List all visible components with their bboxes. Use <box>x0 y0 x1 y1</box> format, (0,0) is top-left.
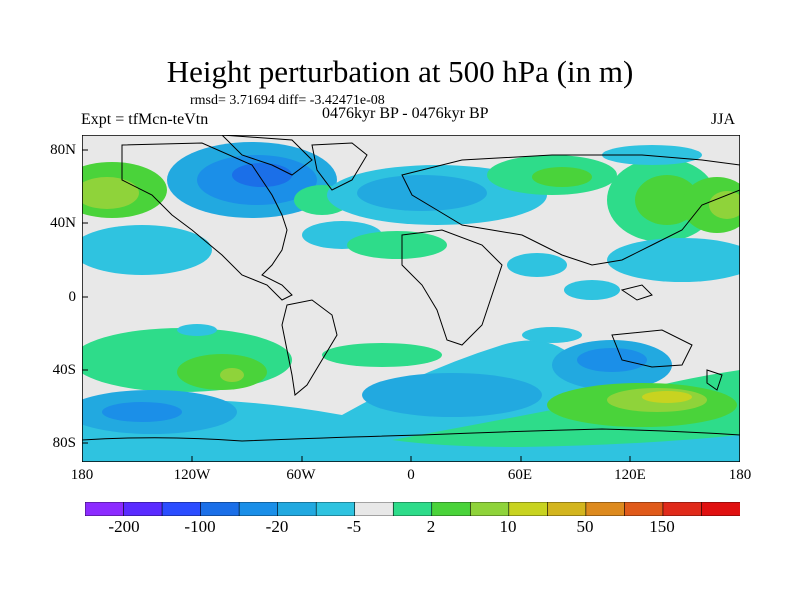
lon-tick-0: 0 <box>407 467 415 483</box>
lon-tick-120e: 120E <box>614 467 646 483</box>
colorbar-segment <box>624 502 664 516</box>
lat-tick-0: 0 <box>68 289 77 305</box>
colorbar-segment <box>508 502 548 516</box>
experiment-label: Expt = tfMcn-teVtn <box>81 111 209 128</box>
lat-tick-40n: 40N <box>50 215 76 231</box>
rmsd-stats: rmsd= 3.71694 diff= -3.42471e-08 <box>190 93 385 108</box>
lat-tick-40s: 40S <box>52 362 76 378</box>
lon-tick-180w: 180 <box>70 467 94 483</box>
continent-outlines <box>82 135 740 442</box>
colorbar-segment <box>354 502 394 516</box>
colorbar-label-10: 10 <box>499 517 517 536</box>
colorbar-segment <box>200 502 240 516</box>
lon-tick-60e: 60E <box>507 467 533 483</box>
colorbar-label-2: 2 <box>426 517 436 536</box>
contour-fills-south <box>82 324 740 462</box>
season-label: JJA <box>711 111 736 128</box>
colorbar-segment <box>85 502 125 516</box>
colorbar <box>85 502 740 516</box>
colorbar-segment <box>392 502 433 516</box>
colorbar-segment <box>547 502 587 516</box>
colorbar-label-neg20: -20 <box>265 517 289 536</box>
tick-marks <box>82 149 631 462</box>
lon-tick-60w: 60W <box>286 467 316 483</box>
map-panel <box>82 135 740 462</box>
colorbar-segment <box>662 502 703 516</box>
colorbar-segment <box>238 502 279 516</box>
colorbar-segment <box>277 502 317 516</box>
colorbar-segment <box>469 502 510 516</box>
colorbar-segment <box>431 502 471 516</box>
colorbar-segment <box>161 502 202 516</box>
plot-title: Height perturbation at 500 hPa (in m) <box>166 54 634 89</box>
lat-tick-80n: 80N <box>50 142 76 158</box>
colorbar-label-neg200: -200 <box>108 517 140 536</box>
period-label: 0476kyr BP - 0476kyr BP <box>322 105 489 122</box>
lon-tick-120w: 120W <box>173 467 211 483</box>
colorbar-label-neg5: -5 <box>346 517 362 536</box>
colorbar-segment <box>123 502 163 516</box>
colorbar-label-50: 50 <box>576 517 594 536</box>
colorbar-label-150: 150 <box>649 517 675 536</box>
lon-tick-180e: 180 <box>728 467 752 483</box>
colorbar-segment <box>701 502 740 516</box>
colorbar-segment <box>315 502 356 516</box>
colorbar-label-neg100: -100 <box>184 517 216 536</box>
contour-fills-north <box>82 142 740 300</box>
colorbar-segment <box>585 502 626 516</box>
lat-tick-80s: 80S <box>52 435 76 451</box>
